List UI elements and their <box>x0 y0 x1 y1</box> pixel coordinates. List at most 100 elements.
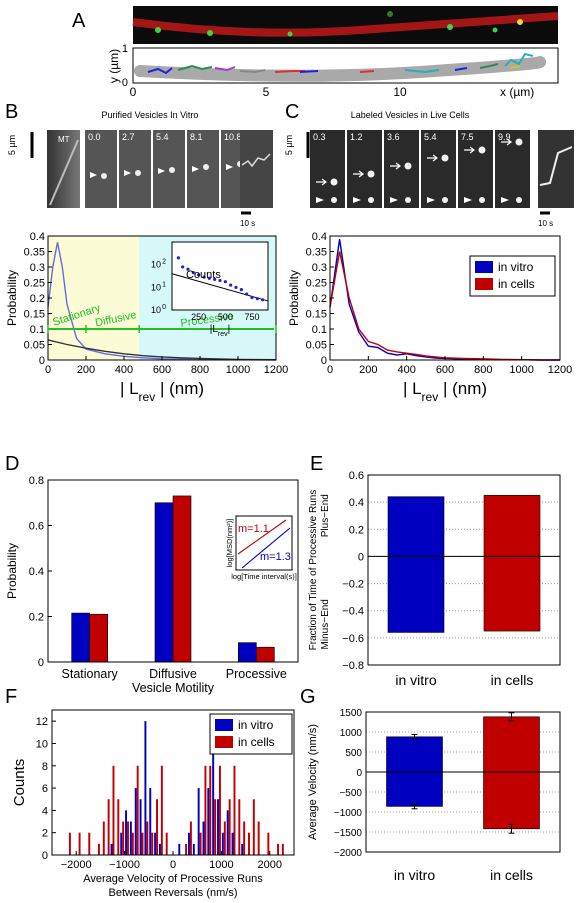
panel-d-xlabel: Vesicle Motility <box>132 681 215 695</box>
panel-f-ytick-label: 8 <box>42 761 48 773</box>
panel-b-kymograph <box>240 130 273 208</box>
panel-f-bar <box>97 843 100 855</box>
panel-b-arrowhead-icon <box>124 170 131 176</box>
panel-c-frame-time: 5.4 <box>424 132 437 142</box>
panel-d-ytick-label: 0.2 <box>29 612 44 624</box>
panel-b-mt-frame <box>47 130 80 208</box>
panel-a-vesicle-spot <box>207 30 213 36</box>
panel-g-axes <box>365 711 561 853</box>
panel-f-bar <box>188 832 190 855</box>
panel-c-vesicle <box>330 178 338 186</box>
panel-a-track-segment <box>504 52 534 67</box>
panel-b-frame <box>85 130 117 208</box>
panel-c-frame <box>421 130 456 208</box>
panel-f-bar <box>129 821 132 855</box>
panel-e-bar <box>483 556 541 632</box>
panel-a-vesicle-spot <box>155 27 161 33</box>
panel-c-frame-time: 9.9 <box>498 132 511 142</box>
panel-c-hist-chart: 0 200 400 600 800 1000 120000.050.10.150.20.25… <box>287 231 572 404</box>
panel-b-inset-point <box>223 280 227 284</box>
panel-c-time-scalebar-label: 10 s <box>538 219 553 228</box>
panel-b-hist-series-line <box>47 339 277 361</box>
panel-g-category-label: in vitro <box>394 867 435 883</box>
panel-c-hist-ytick-label: 0 <box>321 355 327 367</box>
panel-b-mt-filament <box>49 139 79 206</box>
panel-b-hist-xtick-label: 800 <box>191 364 209 376</box>
panel-f-bar <box>156 799 158 855</box>
panel-b-vesicle <box>169 167 175 173</box>
panel-g-ytick-label: 0 <box>356 768 362 779</box>
panel-c-hist-ytick-label: 0.35 <box>306 247 327 259</box>
panel-g-ytick-label: −1500 <box>334 828 363 839</box>
panel-f-bar <box>226 810 229 855</box>
panel-b-inset-ytick-exponent: 2 <box>162 259 166 266</box>
panel-c-vesicle <box>478 146 486 154</box>
panel-b-inset-point <box>229 283 233 287</box>
panel-c-frame <box>310 130 345 208</box>
panel-f-bar <box>141 832 144 855</box>
panel-a-microtubule-outline <box>134 56 546 82</box>
panel-f-chart: −2000 −1000 0 1000 2000 0 2 4 6 8 10 12 Average Velo… <box>11 709 295 899</box>
charts-layer: 0 200 400 600 800 1000 120000.050.10.150.20.25… <box>5 231 572 899</box>
panel-f-bar <box>110 843 113 855</box>
panel-a-xtick: 10 <box>393 85 407 99</box>
panel-f-bar <box>125 810 128 855</box>
panel-f-legend-label: in cells <box>238 735 275 749</box>
panel-c-frame-time: 0.3 <box>313 132 326 142</box>
panel-g-bar <box>386 771 443 807</box>
panel-f-bar <box>214 799 217 855</box>
panel-d-ytick-label: 0.4 <box>29 566 44 578</box>
panel-f-bar <box>257 821 260 855</box>
panel-f-bar <box>136 765 139 855</box>
panel-letter-f: F <box>5 686 17 708</box>
panel-f-bar <box>277 843 279 855</box>
panel-c-legend-label: in vitro <box>498 260 534 274</box>
panel-f-bar <box>197 788 200 855</box>
panel-c-vesicle <box>516 197 522 203</box>
panel-f-bar <box>202 821 205 855</box>
panel-c-vesicle <box>442 197 448 203</box>
panel-b-arrowhead-icon <box>226 164 233 170</box>
panel-b-frame-time: 0.0 <box>88 132 101 142</box>
panel-b-hist-ylabel: Probability <box>5 270 19 326</box>
panel-f-xtick-label: −1000 <box>109 859 140 871</box>
panel-a-xtick: 0 <box>130 85 137 99</box>
panel-c-hist-ytick-label: 0.1 <box>312 324 327 336</box>
panel-c-hist-ytick-label: 0.3 <box>312 262 327 274</box>
panel-f-xtick-label: 0 <box>170 859 176 871</box>
panel-b-hist-xtick-label: 200 <box>77 364 95 376</box>
panel-f-xtick-label: 1000 <box>209 859 233 871</box>
panel-c-arrowhead-icon <box>427 197 435 203</box>
panel-b-scalebar-label: 5 µm <box>7 135 17 155</box>
panel-f-xlabel-line2: Between Reversals (nm/s) <box>109 887 238 899</box>
panel-c-arrow-icon <box>316 178 327 186</box>
panel-a-track-segment <box>359 70 375 73</box>
panel-c-frame-time: 7.5 <box>461 132 474 142</box>
panel-f-bar <box>233 765 236 855</box>
panel-c-arrowhead-icon <box>353 197 361 203</box>
panel-f-ylabel: Counts <box>11 759 28 807</box>
panel-a-track-segment <box>239 69 266 74</box>
panel-b-hist-ytick-label: 0.2 <box>30 293 45 305</box>
panel-a-track-segment <box>404 69 440 74</box>
panel-c-vesicle <box>515 138 523 146</box>
panel-a-vesicle-spot <box>492 27 498 33</box>
panel-c-legend-label: in cells <box>498 277 535 291</box>
panel-b-inset-point <box>202 275 206 279</box>
panel-b-inset-ytick-exponent: 0 <box>162 304 166 311</box>
panel-f-bar <box>218 765 221 855</box>
panel-b-mt-label: MT <box>58 135 70 144</box>
panel-c-hist-ytick-label: 0.15 <box>306 309 327 321</box>
panel-g-bar <box>386 736 443 773</box>
panel-g-ylabel: Average Velocity (nm/s) <box>307 724 319 840</box>
panel-c-vesicle <box>368 197 374 203</box>
panel-f-legend-label: in vitro <box>238 718 274 732</box>
panel-b-inset-ylabel: Counts <box>186 269 221 281</box>
panel-b-inset-point <box>245 292 249 296</box>
panel-f-ytick-label: 2 <box>42 828 48 840</box>
panel-letter-d: D <box>5 453 19 475</box>
panel-b-inset-point <box>239 288 243 292</box>
panel-a-ylabel: y (µm) <box>107 49 121 83</box>
panel-b-hist-xtick-label: 400 <box>115 364 133 376</box>
panel-g-ytick-label: 1500 <box>340 708 363 719</box>
